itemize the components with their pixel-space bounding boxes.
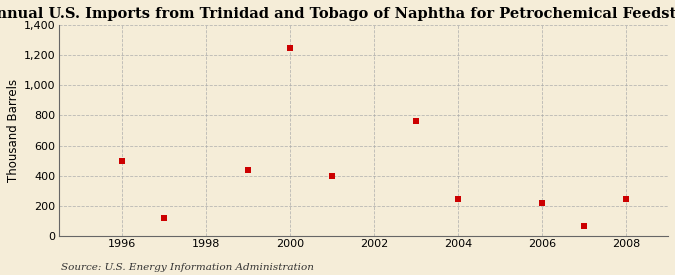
- Title: Annual U.S. Imports from Trinidad and Tobago of Naphtha for Petrochemical Feedst: Annual U.S. Imports from Trinidad and To…: [0, 7, 675, 21]
- Point: [116, 158, 127, 163]
- Point: [452, 197, 463, 201]
- Point: [284, 45, 295, 50]
- Point: [537, 201, 547, 205]
- Text: Source: U.S. Energy Information Administration: Source: U.S. Energy Information Administ…: [61, 263, 314, 272]
- Y-axis label: Thousand Barrels: Thousand Barrels: [7, 79, 20, 182]
- Point: [32, 214, 43, 219]
- Point: [158, 216, 169, 220]
- Point: [620, 197, 631, 201]
- Point: [326, 174, 337, 178]
- Point: [410, 119, 421, 123]
- Point: [578, 224, 589, 229]
- Point: [242, 167, 253, 172]
